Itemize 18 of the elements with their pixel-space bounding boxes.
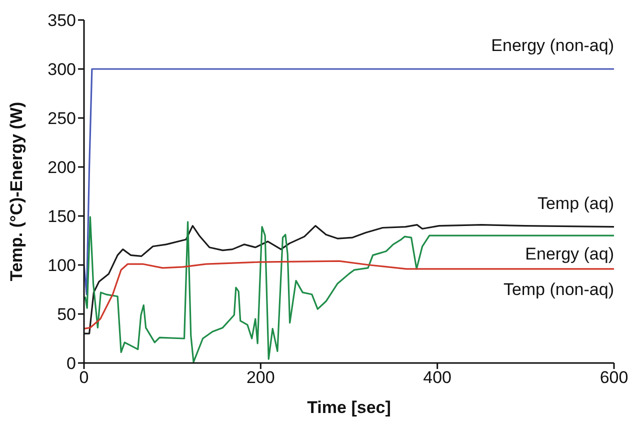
x-axis-title: Time [sec] [307, 398, 391, 417]
y-tick-label: 50 [57, 305, 76, 324]
y-tick-label: 300 [48, 60, 76, 80]
x-tick-label: 600 [600, 368, 628, 388]
y-tick-label: 200 [48, 158, 76, 178]
x-tick-label: 0 [79, 368, 89, 388]
y-tick-label: 350 [48, 11, 76, 30]
y-axis-title: Temp. (°C)-Energy (W) [7, 102, 26, 282]
series-label: Energy (aq) [525, 244, 614, 264]
series-label: Energy (non-aq) [491, 36, 614, 55]
x-tick-label: 400 [423, 368, 452, 388]
y-tick-label: 100 [48, 256, 76, 276]
y-tick-label: 250 [48, 109, 76, 128]
y-tick-label: 0 [66, 354, 76, 374]
series-label: Temp (non-aq) [503, 280, 614, 299]
x-tick-label: 200 [246, 368, 275, 388]
series-label: Temp (aq) [537, 194, 614, 213]
y-tick-label: 150 [48, 207, 76, 226]
